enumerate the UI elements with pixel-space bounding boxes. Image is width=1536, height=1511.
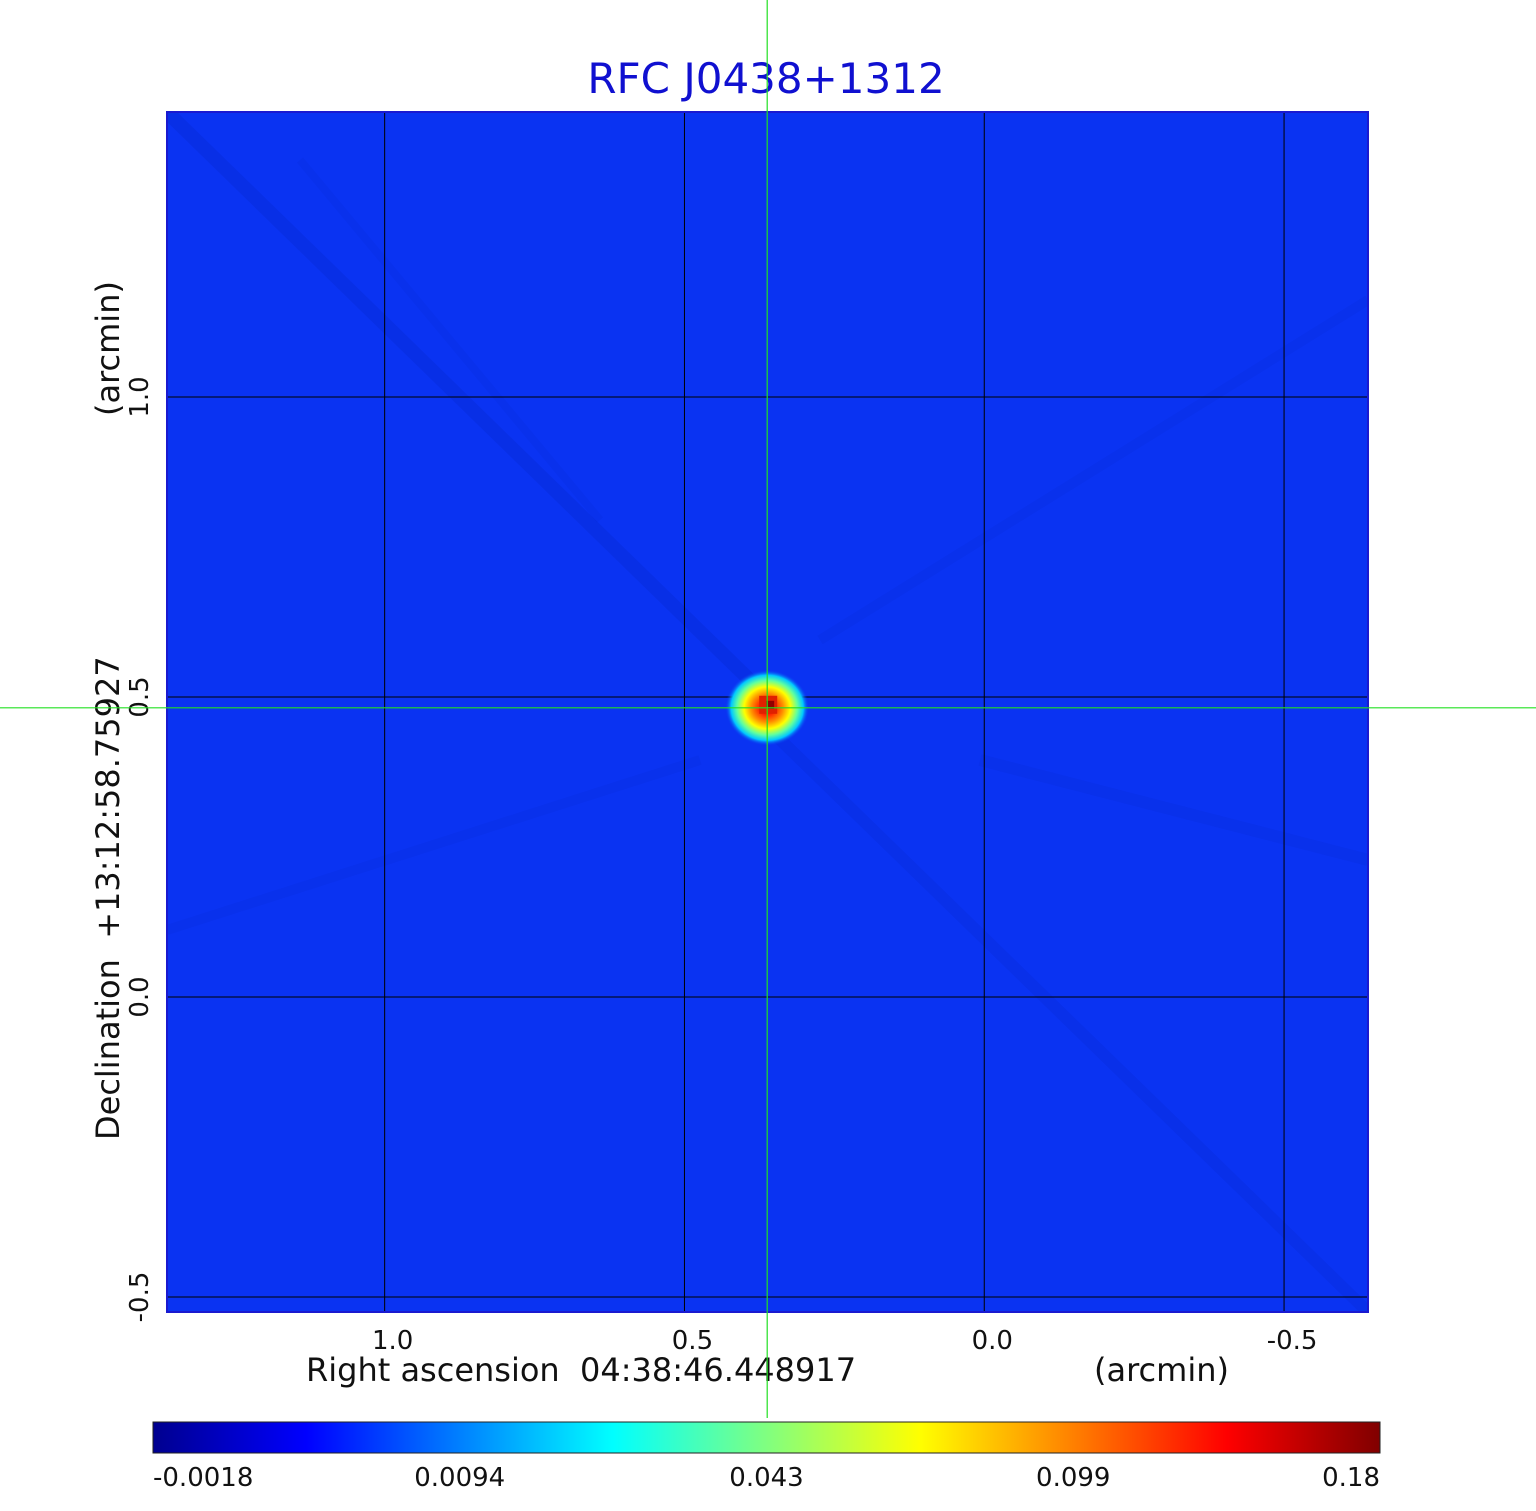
y-axis-label: Declination +13:12:58.75927	[89, 656, 127, 1140]
colorbar-tick-labels: -0.0018 0.0094 0.043 0.099 0.18	[153, 1463, 1380, 1493]
y-axis-unit: (arcmin)	[89, 281, 127, 416]
sidelobe-streak	[167, 112, 765, 696]
x-tick-label: 1.0	[372, 1326, 413, 1356]
sidelobe-streaks	[167, 112, 1368, 1312]
colorbar-tick-label: 0.18	[1322, 1463, 1380, 1493]
colorbar-gradient	[152, 1421, 1381, 1454]
x-tick-labels: 1.0 0.5 0.0 -0.5	[372, 1326, 1317, 1356]
colorbar-tick-label: -0.0018	[153, 1463, 253, 1493]
y-tick-label: -0.5	[125, 1272, 155, 1323]
crosshair	[0, 0, 1536, 1418]
sidelobe-streak	[755, 715, 1368, 1312]
x-tick-label: 0.5	[672, 1326, 713, 1356]
x-axis-label: Right ascension 04:38:46.448917	[306, 1351, 856, 1389]
colorbar-tick-label: 0.043	[729, 1463, 803, 1493]
x-tick-label: 0.0	[972, 1326, 1013, 1356]
y-tick-labels: 1.0 0.5 0.0 -0.5	[125, 376, 155, 1322]
x-axis-unit: (arcmin)	[1094, 1351, 1229, 1389]
sidelobe-streak	[978, 754, 1368, 866]
chart-title: RFC J0438+1312	[587, 54, 944, 103]
y-tick-label: 1.0	[125, 376, 155, 417]
colorbar-tick-label: 0.0094	[414, 1463, 505, 1493]
source-core-pixel	[766, 700, 775, 709]
y-tick-label: 0.5	[125, 676, 155, 717]
x-tick-label: -0.5	[1267, 1326, 1318, 1356]
colorbar: -0.0018 0.0094 0.043 0.099 0.18	[152, 1421, 1381, 1493]
sidelobe-streak	[296, 157, 604, 523]
y-tick-label: 0.0	[125, 976, 155, 1017]
colorbar-tick-label: 0.099	[1036, 1463, 1110, 1493]
sidelobe-streak	[167, 755, 702, 935]
sidelobe-streak	[817, 295, 1368, 645]
